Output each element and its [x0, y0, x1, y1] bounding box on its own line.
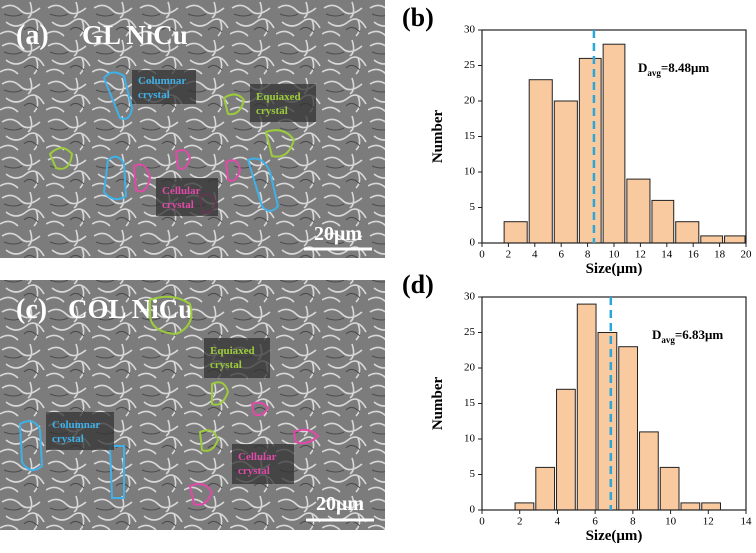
- x-axis-label: Size(μm): [586, 528, 643, 544]
- bar: [598, 333, 617, 511]
- x-tick-label: 6: [592, 516, 598, 528]
- label-box: [204, 338, 270, 378]
- x-tick-label: 4: [532, 249, 538, 261]
- scale-bar-label: 20μm: [314, 223, 362, 245]
- image-title: GL NiCu: [82, 20, 188, 50]
- x-tick-label: 16: [688, 249, 700, 261]
- annotation: Equiaxed: [256, 91, 301, 103]
- y-tick-label: 15: [464, 130, 476, 142]
- y-axis-label: Number: [430, 109, 446, 163]
- y-tick-label: 5: [470, 468, 476, 480]
- annotation: crystal: [52, 433, 84, 445]
- bar: [577, 304, 596, 510]
- average-label: Davg=8.48μm: [638, 60, 709, 78]
- x-tick-label: 14: [661, 249, 673, 261]
- annotation: Equiaxed: [210, 345, 255, 357]
- bar: [536, 467, 555, 510]
- x-axis-label: Size(μm): [586, 261, 643, 277]
- y-tick-label: 5: [470, 201, 476, 213]
- y-axis-label: Number: [430, 376, 446, 430]
- annotation: Columnar: [52, 419, 100, 431]
- figure: (a) GL NiCu Columnar crystal Equiaxed cr…: [0, 0, 756, 553]
- annotation: Cellular: [238, 451, 277, 463]
- panel-label: (a): [16, 20, 49, 51]
- x-tick-label: 6: [558, 249, 564, 261]
- sem-image-a: (a) GL NiCu Columnar crystal Equiaxed cr…: [0, 0, 385, 258]
- x-tick-label: 2: [517, 516, 523, 528]
- y-tick-label: 30: [464, 291, 476, 303]
- annotation: crystal: [210, 359, 242, 371]
- bar: [701, 236, 723, 243]
- x-tick-label: 4: [555, 516, 561, 528]
- bar: [627, 179, 650, 243]
- annotation: Columnar: [138, 75, 186, 87]
- bar: [681, 503, 700, 510]
- average-symbol: D: [638, 60, 647, 75]
- bar: [676, 222, 699, 243]
- bar: [529, 80, 552, 243]
- y-tick-label: 10: [464, 433, 476, 445]
- bar: [557, 389, 576, 510]
- bar: [554, 101, 577, 243]
- y-tick-label: 25: [464, 326, 476, 338]
- bar: [579, 58, 601, 243]
- panel-label: (c): [16, 294, 47, 325]
- bar: [515, 503, 534, 510]
- x-tick-label: 10: [665, 516, 677, 528]
- annotation: crystal: [162, 199, 194, 211]
- panel-label: (b): [402, 3, 434, 32]
- label-box: [232, 444, 294, 484]
- x-tick-label: 8: [585, 249, 591, 261]
- annotation: Cellular: [162, 185, 201, 197]
- x-tick-label: 0: [479, 516, 485, 528]
- x-tick-label: 10: [609, 249, 621, 261]
- average-label: Davg=6.83μm: [652, 327, 723, 345]
- bar: [640, 432, 659, 510]
- y-tick-label: 20: [464, 95, 476, 107]
- bar: [603, 44, 625, 243]
- average-subscript: avg: [647, 68, 661, 78]
- average-symbol: D: [652, 327, 661, 342]
- x-tick-label: 0: [479, 249, 485, 261]
- x-tick-label: 12: [703, 516, 714, 528]
- bar: [504, 222, 527, 243]
- panel-label: (d): [402, 270, 434, 299]
- bar: [652, 200, 674, 243]
- annotation: crystal: [256, 105, 288, 117]
- bar: [619, 347, 638, 510]
- y-tick-label: 15: [464, 397, 476, 409]
- average-text: =6.83μm: [675, 327, 724, 342]
- y-tick-label: 0: [470, 237, 476, 249]
- y-tick-label: 30: [464, 24, 476, 36]
- annotation: crystal: [238, 465, 270, 477]
- y-tick-label: 10: [464, 166, 476, 178]
- y-tick-label: 0: [470, 504, 476, 516]
- x-tick-label: 14: [741, 516, 753, 528]
- scale-bar-label: 20μm: [316, 493, 364, 515]
- bar: [660, 467, 679, 510]
- bar: [725, 236, 745, 243]
- average-subscript: avg: [661, 335, 675, 345]
- x-tick-label: 20: [741, 249, 753, 261]
- y-tick-label: 20: [464, 362, 476, 374]
- y-tick-label: 25: [464, 59, 476, 71]
- x-tick-label: 12: [635, 249, 646, 261]
- average-text: =8.48μm: [661, 60, 710, 75]
- x-tick-label: 2: [506, 249, 512, 261]
- sem-image-c: (c) COL NiCu Equiaxed crystal Columnar c…: [0, 280, 385, 530]
- x-tick-label: 18: [714, 249, 726, 261]
- x-tick-label: 8: [630, 516, 636, 528]
- annotation: crystal: [138, 89, 170, 101]
- micrograph: [0, 0, 385, 258]
- bar: [702, 503, 721, 510]
